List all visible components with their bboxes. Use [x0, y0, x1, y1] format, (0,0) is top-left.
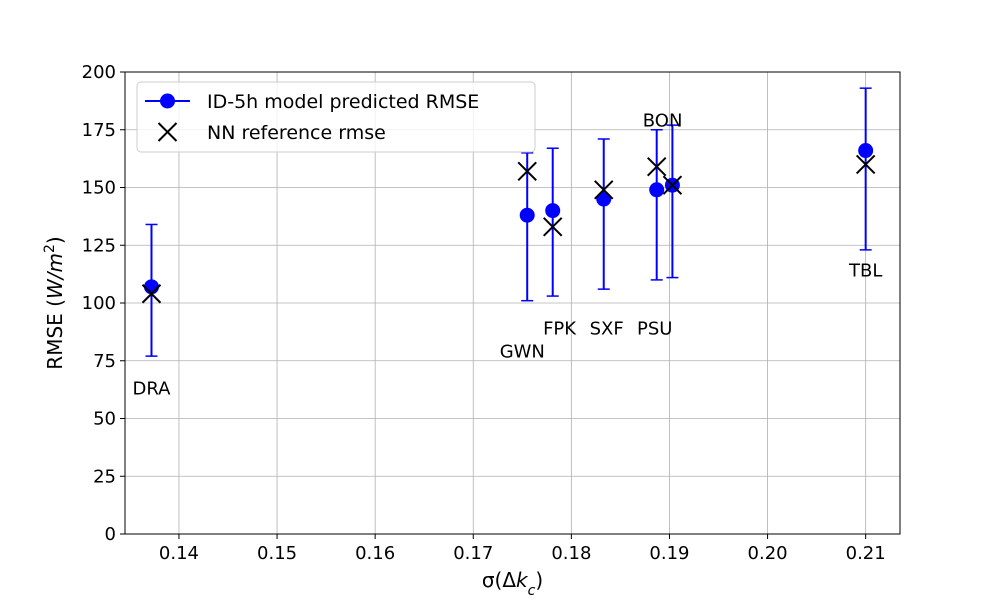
x-tick-label: 0.20: [748, 543, 788, 564]
station-annotations: DRA GWN FPK SXF PSU BON TBL: [133, 111, 883, 400]
model-point: [545, 203, 561, 219]
reference-point: [517, 161, 537, 182]
x-tick-label: 0.18: [551, 543, 591, 564]
legend-marker-model: [160, 93, 175, 109]
y-tick-label: 25: [93, 466, 116, 487]
legend: ID-5h model predicted RMSE NN reference …: [136, 81, 536, 153]
station-label: TBL: [848, 261, 882, 282]
model-point: [649, 182, 665, 198]
reference-point: [855, 154, 876, 175]
reference-point: [543, 217, 563, 237]
legend-box: [136, 81, 536, 153]
station-label: GWN: [500, 342, 545, 363]
station-label: PSU: [637, 318, 672, 339]
y-tick-label: 175: [82, 120, 116, 141]
reference-point: [647, 157, 667, 177]
model-point: [143, 279, 159, 295]
y-tick-label: 50: [93, 409, 116, 430]
legend-label-model: ID-5h model predicted RMSE: [207, 91, 479, 113]
model-point: [596, 191, 612, 207]
x-tick-label: 0.14: [159, 543, 199, 564]
y-tick-label: 125: [82, 235, 116, 256]
legend-marker-reference: [157, 122, 178, 142]
y-tick-label: 150: [82, 178, 116, 199]
y-tick-label: 100: [82, 293, 116, 314]
reference-point: [594, 180, 614, 200]
model-point: [858, 143, 874, 159]
axis-ticks: 0.14 0.15 0.16 0.17 0.18 0.19 0.20 0.21 0 25 50 75 1…: [82, 62, 886, 564]
reference-point: [141, 284, 162, 304]
y-axis-label: RMSE (W/m2): [42, 236, 67, 369]
model-point: [519, 207, 535, 223]
station-label: DRA: [133, 378, 172, 399]
x-tick-label: 0.21: [846, 543, 886, 564]
x-tick-label: 0.19: [649, 543, 689, 564]
reference-point: [662, 175, 683, 195]
y-tick-label: 0: [105, 524, 116, 545]
x-tick-label: 0.15: [257, 543, 297, 564]
y-tick-label: 200: [82, 62, 116, 83]
legend-label-reference: NN reference rmse: [207, 122, 386, 144]
x-tick-label: 0.17: [453, 543, 493, 564]
station-label: SXF: [590, 318, 624, 339]
data-markers: [141, 143, 876, 304]
station-label: BON: [643, 111, 683, 132]
x-tick-label: 0.16: [355, 543, 395, 564]
station-label: FPK: [543, 318, 577, 339]
y-tick-label: 75: [93, 351, 116, 372]
x-axis-label: σ(Δkc): [482, 568, 543, 599]
